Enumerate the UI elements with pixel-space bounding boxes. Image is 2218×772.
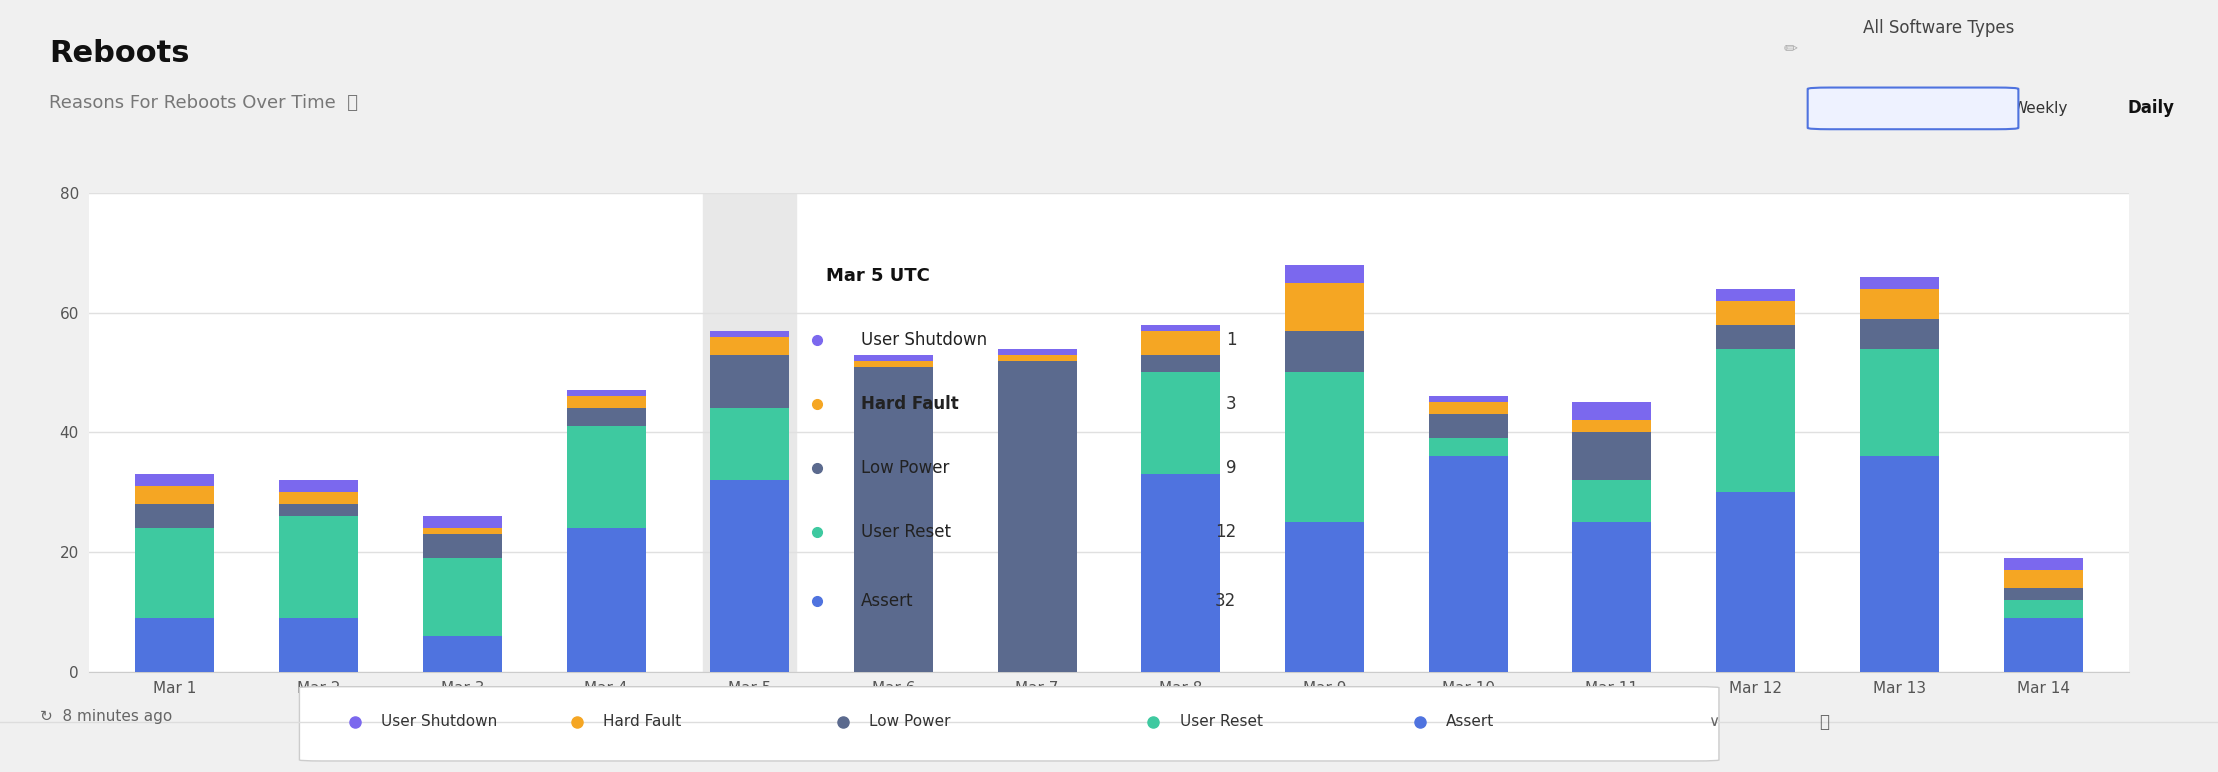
FancyBboxPatch shape [1808, 87, 2018, 129]
Bar [1284, 522, 1364, 672]
Bar [1428, 397, 1508, 402]
Text: Low Power: Low Power [861, 459, 949, 477]
Bar [135, 504, 215, 528]
Bar [1573, 522, 1652, 672]
Bar [1284, 265, 1364, 283]
Bar [1428, 402, 1508, 415]
Text: ↻  8 minutes ago: ↻ 8 minutes ago [40, 709, 173, 724]
Bar [566, 528, 645, 672]
Bar [424, 534, 501, 558]
Bar [1861, 348, 1939, 456]
Text: Low Power: Low Power [869, 714, 952, 730]
Bar [1573, 432, 1652, 480]
Bar [1142, 474, 1220, 672]
Bar [1717, 300, 1794, 324]
Bar [710, 480, 790, 672]
Text: Assert: Assert [861, 591, 914, 610]
Text: ⤢: ⤢ [1819, 713, 1830, 731]
Text: User Reset: User Reset [861, 523, 952, 541]
Bar [998, 348, 1076, 354]
Bar [1861, 276, 1939, 289]
Bar [998, 354, 1076, 361]
Bar [135, 474, 215, 486]
Bar [2003, 618, 2083, 672]
Text: 9: 9 [1227, 459, 1235, 477]
Bar [710, 408, 790, 480]
Bar [279, 493, 357, 504]
Bar [1573, 420, 1652, 432]
Bar [710, 330, 790, 337]
Text: Hard Fault: Hard Fault [603, 714, 681, 730]
Bar [1284, 330, 1364, 372]
Bar [1717, 349, 1794, 493]
Bar [279, 618, 357, 672]
Text: 12: 12 [1215, 523, 1235, 541]
Text: 3: 3 [1227, 395, 1235, 413]
Bar [1717, 289, 1794, 300]
Bar [2003, 600, 2083, 618]
Text: User Shutdown: User Shutdown [861, 330, 987, 349]
Bar [566, 391, 645, 397]
Bar [1717, 493, 1794, 672]
Text: Reasons For Reboots Over Time  📊: Reasons For Reboots Over Time 📊 [49, 94, 357, 113]
Bar [1428, 456, 1508, 672]
Bar [424, 516, 501, 528]
Bar [135, 486, 215, 504]
Bar [1428, 438, 1508, 456]
Bar [1142, 330, 1220, 354]
Bar [279, 516, 357, 618]
Bar [566, 408, 645, 426]
Bar [854, 354, 934, 361]
Text: User Shutdown: User Shutdown [381, 714, 497, 730]
Text: Mar 5 UTC: Mar 5 UTC [827, 267, 929, 286]
Text: User Reset: User Reset [1180, 714, 1262, 730]
Bar [1428, 415, 1508, 438]
Bar [710, 337, 790, 354]
Bar [1142, 372, 1220, 474]
Bar [1861, 319, 1939, 348]
FancyBboxPatch shape [299, 687, 1719, 761]
Bar [854, 367, 934, 672]
Bar [1861, 456, 1939, 672]
Text: Assert: Assert [1446, 714, 1495, 730]
Bar [1861, 289, 1939, 319]
Bar [424, 528, 501, 534]
Bar [998, 361, 1076, 672]
Bar [1284, 283, 1364, 330]
Bar [1573, 480, 1652, 522]
Bar [1142, 354, 1220, 372]
Bar [2003, 570, 2083, 588]
Bar [854, 361, 934, 367]
Text: All Software Types: All Software Types [1863, 19, 2014, 37]
Bar [1717, 324, 1794, 348]
Bar [279, 480, 357, 493]
Bar [1573, 402, 1652, 420]
Text: 32: 32 [1215, 591, 1235, 610]
Bar [135, 528, 215, 618]
Text: Weekly: Weekly [2014, 101, 2067, 116]
Bar [566, 426, 645, 528]
Text: 1: 1 [1227, 330, 1235, 349]
Bar [710, 354, 790, 408]
Text: ∨: ∨ [1708, 714, 1719, 730]
Bar [279, 504, 357, 516]
Bar [2003, 588, 2083, 600]
Bar [2003, 558, 2083, 570]
Bar [703, 193, 796, 672]
Text: Hard Fault: Hard Fault [861, 395, 958, 413]
Text: ▼ Drilldown: ▼ Drilldown [1868, 101, 1956, 116]
Text: Daily: Daily [2127, 100, 2176, 117]
Bar [135, 618, 215, 672]
Text: ✏: ✏ [1783, 39, 1797, 58]
Bar [1284, 373, 1364, 522]
Bar [424, 558, 501, 636]
Bar [424, 636, 501, 672]
Text: Reboots: Reboots [49, 39, 189, 68]
Bar [1142, 324, 1220, 330]
Bar [566, 397, 645, 408]
